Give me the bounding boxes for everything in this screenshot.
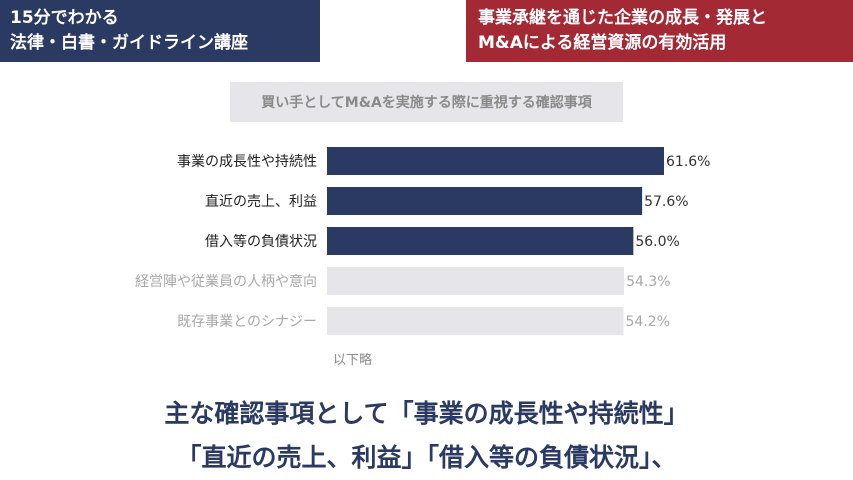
course-badge-line1: 15分でわかる	[10, 8, 119, 28]
value-label: 54.2%	[626, 314, 670, 330]
course-badge: 15分でわかる 法律・白書・ガイドライン講座	[0, 0, 320, 62]
caption-line2: 「直近の売上、利益」「借入等の負債状況」、	[176, 443, 677, 472]
value-label: 57.6%	[644, 194, 688, 210]
category-label: 事業の成長性や持続性	[177, 153, 317, 170]
category-label: 経営陣や従業員の人柄や意向	[135, 273, 317, 290]
value-label: 61.6%	[666, 154, 710, 170]
bar	[327, 187, 643, 215]
bar	[327, 267, 625, 295]
topic-badge-line1: 事業承継を通じた企業の成長・発展と	[478, 8, 767, 28]
bar	[327, 147, 664, 175]
category-label: 直近の売上、利益	[205, 193, 317, 210]
chart-title: 買い手としてM&Aを実施する際に重視する確認事項	[230, 82, 623, 122]
value-label: 54.3%	[626, 274, 670, 290]
category-label: 既存事業とのシナジー	[177, 314, 317, 330]
topic-badge: 事業承継を通じた企業の成長・発展と M&Aによる経営資源の有効活用	[466, 0, 853, 62]
course-badge-line2: 法律・白書・ガイドライン講座	[10, 33, 248, 53]
bar	[327, 227, 634, 255]
caption-line1: 主な確認事項として「事業の成長性や持続性」	[164, 399, 689, 428]
bar	[327, 307, 624, 335]
category-label: 借入等の負債状況	[205, 233, 317, 250]
topic-badge-line2: M&Aによる経営資源の有効活用	[478, 33, 727, 53]
value-label: 56.0%	[635, 234, 679, 250]
chart-note: 以下略	[333, 353, 373, 368]
